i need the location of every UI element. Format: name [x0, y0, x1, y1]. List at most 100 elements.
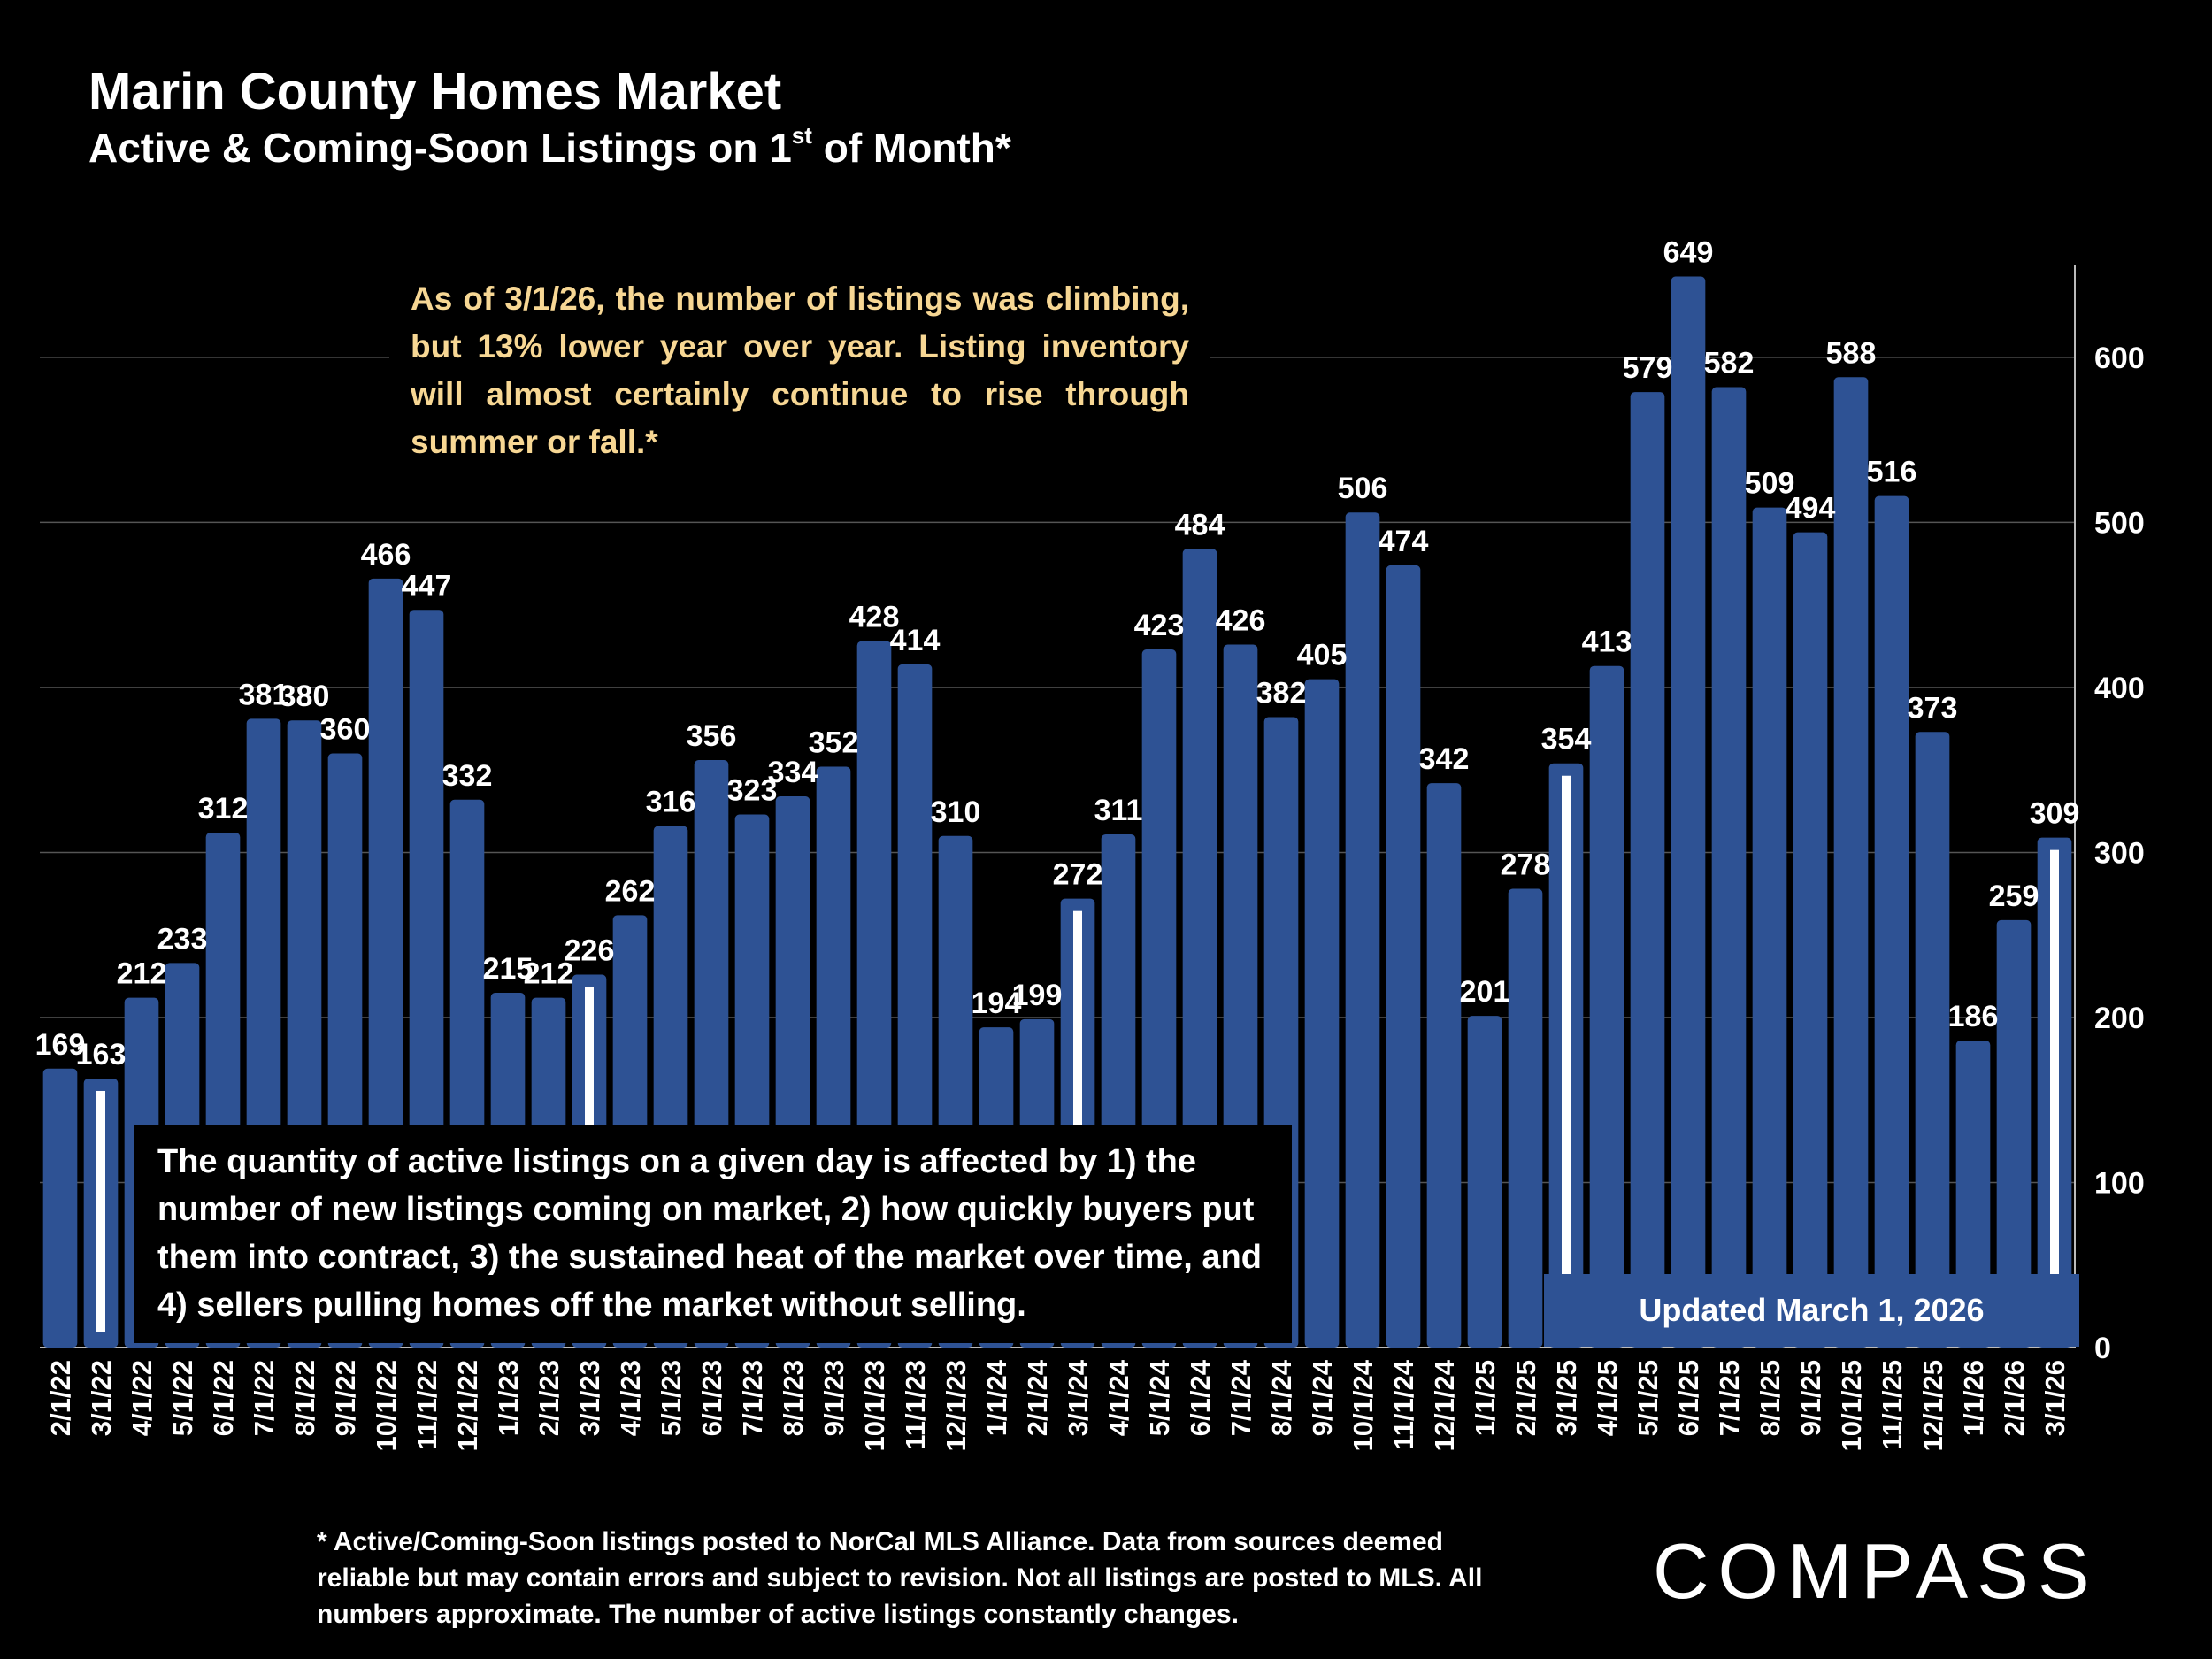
data-label: 588: [1826, 336, 1877, 370]
bar: [1874, 495, 1909, 1348]
x-tick-label: 3/1/23: [574, 1360, 605, 1436]
subtitle-superscript: st: [791, 122, 812, 149]
x-tick-label: 12/1/23: [941, 1360, 972, 1451]
data-label: 360: [320, 713, 371, 747]
data-label: 272: [1053, 858, 1103, 892]
data-label: 194: [972, 987, 1022, 1020]
x-tick-label: 2/1/26: [1999, 1360, 2030, 1436]
data-label: 405: [1297, 639, 1348, 672]
data-label: 201: [1460, 975, 1510, 1009]
y-tick-label: 200: [2094, 1002, 2145, 1035]
x-tick-label: 8/1/23: [778, 1360, 809, 1436]
x-tick-label: 6/1/23: [696, 1360, 727, 1436]
bar: [1752, 507, 1787, 1348]
y-tick-label: 300: [2094, 836, 2145, 870]
data-label: 215: [483, 952, 534, 986]
data-label: 212: [524, 957, 574, 991]
data-label: 579: [1623, 351, 1673, 385]
data-label: 414: [890, 624, 941, 657]
data-label: 334: [768, 756, 818, 789]
x-tick-label: 4/1/25: [1592, 1360, 1623, 1436]
x-tick-label: 11/1/22: [411, 1360, 442, 1450]
x-tick-label: 3/1/22: [86, 1360, 117, 1436]
data-label: 380: [280, 680, 330, 713]
march-marker: [1073, 910, 1082, 1332]
data-label: 494: [1786, 492, 1836, 526]
x-tick-label: 7/1/23: [737, 1360, 768, 1436]
bar: [1996, 919, 2032, 1348]
bar: [1589, 665, 1624, 1348]
bar: [1508, 888, 1543, 1348]
x-tick-label: 5/1/23: [656, 1360, 687, 1436]
data-label: 342: [1419, 742, 1470, 776]
data-label: 447: [402, 569, 452, 603]
x-tick-label: 11/1/25: [1877, 1360, 1908, 1450]
x-tick-label: 6/1/22: [208, 1360, 239, 1436]
x-tick-label: 9/1/24: [1307, 1359, 1338, 1436]
explanation-note: The quantity of active listings on a giv…: [134, 1125, 1292, 1343]
bar: [1345, 512, 1380, 1348]
data-label: 474: [1379, 525, 1429, 558]
data-label: 310: [931, 795, 981, 829]
chart-title: Marin County Homes Market: [88, 63, 782, 120]
data-label: 323: [727, 774, 778, 808]
x-tick-label: 11/1/23: [900, 1360, 931, 1450]
chart-subtitle: Active & Coming-Soon Listings on 1st of …: [88, 122, 1011, 172]
bar: [1671, 276, 1706, 1348]
data-label: 278: [1501, 848, 1551, 881]
x-tick-label: 7/1/22: [249, 1360, 280, 1436]
data-label: 233: [157, 922, 208, 956]
data-label: 381: [239, 678, 289, 711]
data-label: 163: [76, 1038, 127, 1071]
x-tick-label: 7/1/25: [1714, 1360, 1745, 1436]
bar: [1793, 532, 1828, 1348]
compass-logo: COMPASS: [1653, 1527, 2099, 1615]
x-tick-label: 10/1/22: [371, 1360, 402, 1451]
data-label: 186: [1948, 1000, 1999, 1033]
updated-badge: Updated March 1, 2026: [1544, 1274, 2079, 1347]
x-tick-label: 10/1/25: [1836, 1360, 1867, 1451]
data-label: 373: [1908, 691, 1958, 725]
x-tick-label: 9/1/23: [818, 1360, 849, 1436]
bar: [1915, 732, 1950, 1348]
data-label: 506: [1338, 472, 1388, 505]
x-tick-label: 1/1/24: [981, 1359, 1012, 1436]
x-tick-label: 9/1/22: [330, 1360, 361, 1436]
x-tick-label: 2/1/24: [1022, 1359, 1053, 1436]
bar: [1955, 1041, 1991, 1348]
y-tick-label: 400: [2094, 672, 2145, 705]
march-marker: [96, 1090, 105, 1332]
bar: [1386, 565, 1421, 1348]
data-label: 484: [1175, 508, 1225, 541]
x-tick-label: 4/1/24: [1103, 1359, 1134, 1436]
data-label: 316: [646, 786, 696, 819]
march-marker: [1562, 775, 1571, 1332]
x-tick-label: 2/1/25: [1510, 1360, 1541, 1436]
x-tick-label: 2/1/23: [534, 1360, 565, 1436]
x-tick-label: 9/1/25: [1795, 1360, 1826, 1436]
x-tick-label: 4/1/22: [127, 1360, 157, 1436]
x-tick-label: 12/1/25: [1917, 1360, 1948, 1451]
data-label: 423: [1134, 609, 1185, 642]
footnote: * Active/Coming-Soon listings posted to …: [317, 1527, 1483, 1629]
x-tick-label: 1/1/26: [1958, 1360, 1989, 1436]
x-tick-label: 3/1/25: [1551, 1360, 1582, 1436]
data-label: 259: [1989, 879, 2039, 913]
data-label: 311: [1094, 794, 1143, 827]
data-label: 352: [809, 726, 859, 759]
x-tick-label: 8/1/22: [289, 1360, 320, 1436]
data-label: 356: [687, 719, 737, 753]
x-tick-label: 5/1/24: [1144, 1359, 1175, 1436]
data-label: 332: [442, 759, 493, 793]
x-tick-label: 1/1/25: [1470, 1360, 1501, 1436]
y-tick-label: 500: [2094, 506, 2145, 540]
data-label: 169: [35, 1028, 86, 1062]
inventory-note: As of 3/1/26, the number of listings was…: [389, 270, 1210, 472]
data-label: 226: [565, 933, 615, 967]
x-tick-label: 8/1/24: [1266, 1359, 1297, 1436]
data-label: 212: [117, 957, 167, 991]
x-tick-label: 4/1/23: [615, 1360, 646, 1436]
data-label: 428: [849, 601, 900, 634]
subtitle-text: Active & Coming-Soon Listings on 1: [88, 125, 792, 171]
